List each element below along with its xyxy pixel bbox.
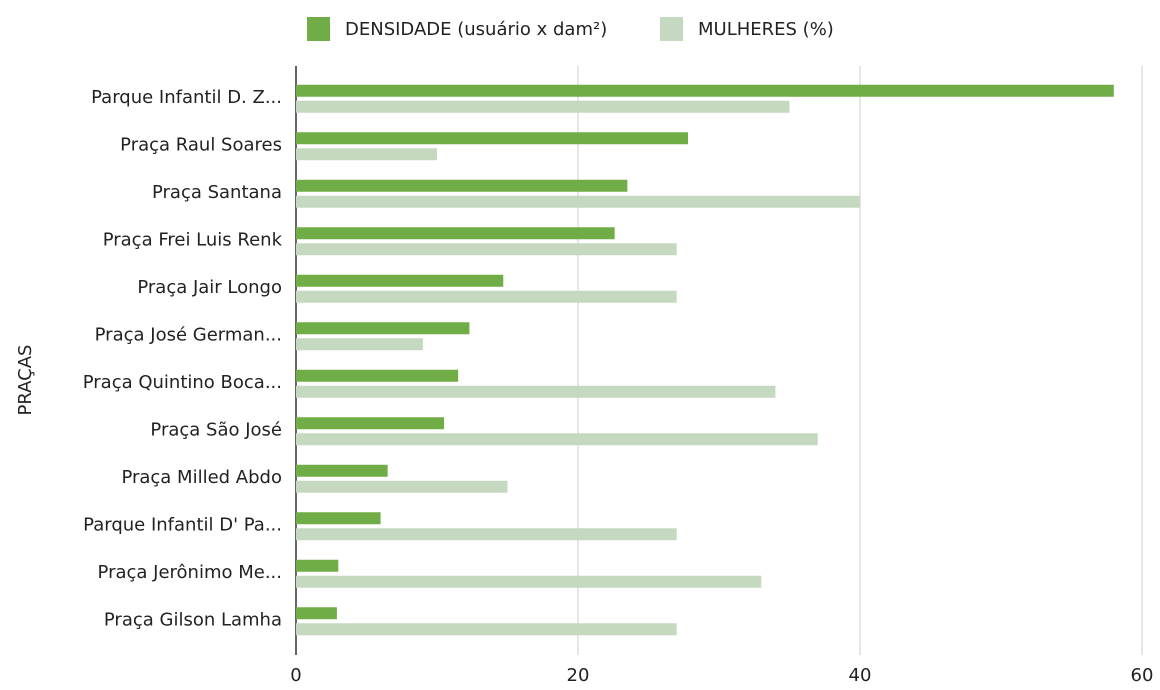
bar bbox=[296, 607, 337, 620]
bar bbox=[296, 433, 818, 446]
bar bbox=[296, 195, 860, 208]
y-tick-label: Praça Santana bbox=[152, 182, 282, 203]
x-tick-label: 0 bbox=[290, 665, 301, 686]
legend-swatch bbox=[307, 17, 330, 41]
bar bbox=[296, 100, 790, 113]
legend-swatch bbox=[660, 17, 683, 41]
y-tick-label: Praça Frei Luis Renk bbox=[103, 229, 283, 250]
y-tick-label: Praça Gilson Lamha bbox=[104, 609, 282, 630]
bar bbox=[296, 559, 339, 572]
bar bbox=[296, 385, 776, 398]
bar bbox=[296, 148, 437, 161]
y-tick-label: Parque Infantil D' Pa... bbox=[83, 514, 282, 535]
bar bbox=[296, 179, 628, 192]
bar bbox=[296, 338, 423, 351]
y-tick-label: Parque Infantil D. Z... bbox=[91, 87, 282, 108]
x-tick-label: 20 bbox=[567, 665, 590, 686]
x-tick-label: 60 bbox=[1131, 665, 1154, 686]
bar bbox=[296, 132, 688, 145]
legend-label: MULHERES (%) bbox=[698, 19, 834, 40]
bar bbox=[296, 512, 381, 525]
y-tick-label: Praça São José bbox=[150, 419, 282, 440]
bar bbox=[296, 243, 677, 256]
bar bbox=[296, 417, 445, 430]
y-tick-label: Praça Jair Longo bbox=[137, 277, 282, 298]
x-tick-label: 40 bbox=[849, 665, 872, 686]
bar bbox=[296, 623, 677, 636]
bar bbox=[296, 464, 388, 477]
bar bbox=[296, 274, 504, 287]
bar bbox=[296, 480, 508, 493]
y-tick-label: Praça José German... bbox=[95, 324, 282, 345]
y-tick-label: Praça Jerônimo Me... bbox=[98, 562, 282, 583]
bar bbox=[296, 369, 459, 382]
y-tick-label: Praça Quintino Boca... bbox=[83, 372, 282, 393]
y-tick-label: Praça Raul Soares bbox=[120, 134, 282, 155]
bar bbox=[296, 227, 615, 240]
bar bbox=[296, 528, 677, 541]
bar bbox=[296, 575, 762, 588]
bar bbox=[296, 290, 677, 303]
bar bbox=[296, 84, 1114, 97]
y-axis-label: PRAÇAS bbox=[15, 345, 36, 416]
y-tick-label: Praça Milled Abdo bbox=[121, 467, 282, 488]
bar bbox=[296, 322, 470, 335]
legend-label: DENSIDADE (usuário x dam²) bbox=[345, 19, 607, 40]
